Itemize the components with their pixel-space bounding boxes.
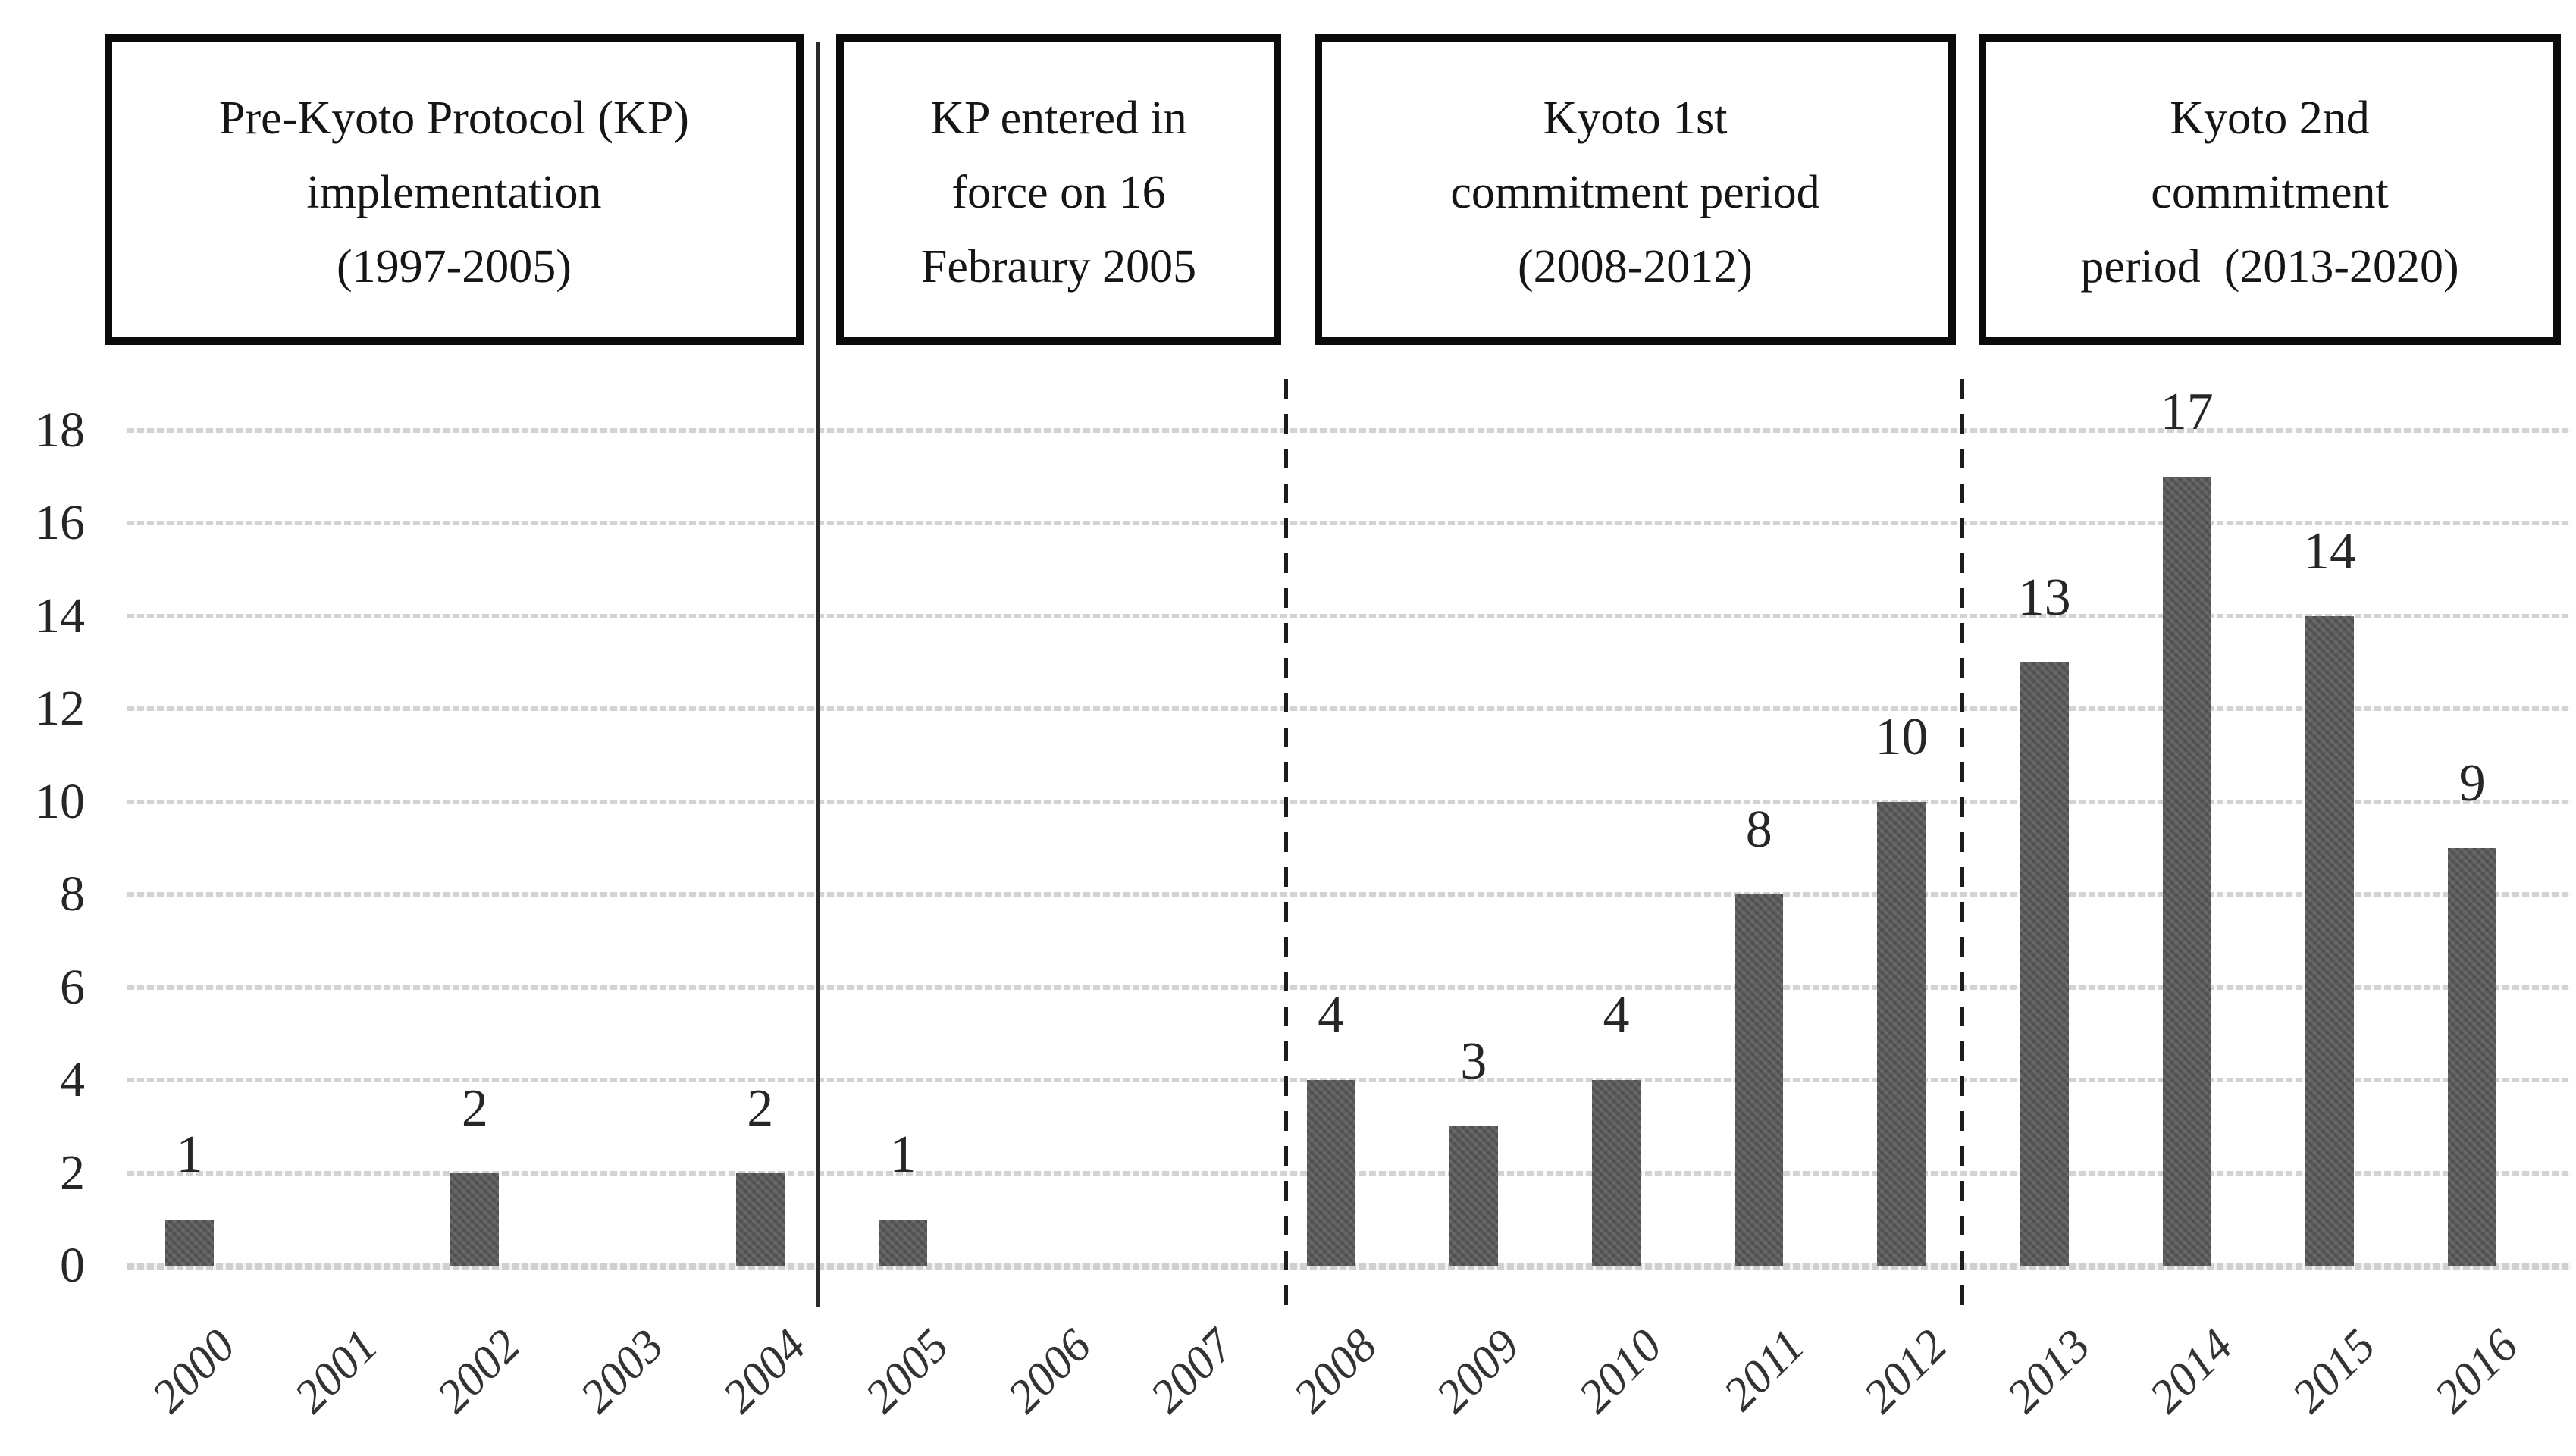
bar: [2448, 848, 2497, 1266]
x-axis-year-label: 2016: [2424, 1320, 2528, 1423]
period-box-text-line: KP entered in: [930, 92, 1187, 144]
bar: [1449, 1126, 1498, 1266]
bar: [450, 1173, 500, 1266]
x-axis-year-label: 2006: [998, 1320, 1102, 1423]
x-axis-year-label: 2003: [570, 1320, 673, 1423]
period-box-kp-entry: KP entered in force on 16 Febraury 2005: [836, 34, 1281, 345]
kp-entry-divider-line: [816, 42, 820, 1307]
gridline: [127, 985, 2571, 990]
y-axis-tick-label: 12: [35, 681, 85, 737]
period-box-text-line: Pre-Kyoto Protocol (KP): [219, 92, 689, 144]
period-box-text-line: implementation: [306, 167, 602, 218]
y-axis-tick-label: 16: [35, 495, 85, 551]
bar: [1877, 801, 1926, 1266]
bar: [2020, 662, 2069, 1266]
y-axis-tick-label: 0: [60, 1238, 85, 1293]
x-axis-year-label: 2015: [2282, 1320, 2386, 1423]
x-axis-baseline: [127, 1263, 2571, 1270]
y-axis-tick-label: 14: [35, 587, 85, 643]
bar-value-label: 4: [1318, 986, 1345, 1045]
gridline: [127, 706, 2571, 712]
gridline: [127, 799, 2571, 804]
bar-value-label: 1: [889, 1125, 917, 1184]
first-commitment-start-line: [1284, 379, 1288, 1310]
period-box-text-line: (1997-2005): [337, 241, 572, 293]
second-commitment-start-line: [1960, 379, 1964, 1310]
period-box-text-line: commitment period: [1450, 167, 1820, 218]
y-axis-tick-label: 2: [60, 1144, 85, 1201]
bar-value-label: 17: [2160, 383, 2214, 442]
bar-value-label: 3: [1460, 1032, 1487, 1091]
x-axis-year-label: 2002: [428, 1320, 531, 1423]
period-box-text-line: Febraury 2005: [920, 241, 1197, 293]
bar: [879, 1219, 927, 1266]
bar-value-label: 13: [2017, 568, 2071, 628]
bar-value-label: 2: [461, 1079, 488, 1138]
period-box-text-line: (2008-2012): [1518, 241, 1753, 293]
x-axis-year-label: 2000: [142, 1320, 246, 1423]
bar: [1592, 1080, 1641, 1266]
bar: [735, 1173, 785, 1266]
bar-value-label: 2: [747, 1079, 774, 1138]
period-box-kyoto-1st: Kyoto 1st commitment period (2008-2012): [1315, 34, 1956, 345]
y-axis-tick-label: 18: [35, 402, 85, 459]
x-axis-year-label: 2010: [1568, 1320, 1672, 1423]
bar-value-label: 14: [2303, 521, 2356, 581]
gridline: [127, 428, 2571, 434]
period-box-pre-kp: Pre-Kyoto Protocol (KP) implementation (…: [105, 34, 804, 345]
bar: [2305, 615, 2354, 1266]
bar-value-label: 9: [2458, 754, 2486, 813]
period-box-text-line: force on 16: [951, 167, 1166, 218]
x-axis-year-label: 2009: [1426, 1320, 1530, 1423]
bar-value-label: 1: [176, 1125, 203, 1184]
x-axis-year-label: 2013: [1997, 1320, 2100, 1423]
x-axis-year-label: 2014: [2139, 1320, 2243, 1423]
gridline: [127, 521, 2571, 526]
period-box-kyoto-2nd: Kyoto 2nd commitment period (2013-2020): [1979, 34, 2561, 345]
bar: [165, 1219, 214, 1266]
bar-value-label: 8: [1745, 800, 1772, 860]
bar: [1735, 894, 1784, 1266]
x-axis-year-label: 2007: [1141, 1320, 1244, 1423]
bar-value-label: 10: [1875, 707, 1929, 766]
period-box-text-line: commitment: [2151, 167, 2389, 218]
period-box-text-line: Kyoto 2nd: [2170, 92, 2370, 144]
x-axis-year-label: 2012: [1854, 1320, 1957, 1423]
period-box-text-line: period (2013-2020): [2080, 241, 2459, 293]
y-axis-tick-label: 8: [60, 866, 85, 922]
x-axis-year-label: 2008: [1283, 1320, 1387, 1423]
bar: [1306, 1080, 1355, 1266]
x-axis-year-label: 2011: [1714, 1320, 1815, 1420]
x-axis-year-label: 2004: [713, 1320, 816, 1423]
bar: [2162, 477, 2211, 1266]
gridline: [127, 892, 2571, 897]
gridline: [127, 613, 2571, 618]
y-axis-tick-label: 10: [35, 773, 85, 829]
x-axis-year-label: 2001: [284, 1320, 388, 1423]
period-box-text-line: Kyoto 1st: [1543, 92, 1728, 144]
x-axis-year-label: 2005: [855, 1320, 959, 1423]
y-axis-tick-label: 4: [60, 1052, 85, 1108]
bar-value-label: 4: [1603, 986, 1630, 1045]
y-axis-tick-label: 6: [60, 959, 85, 1015]
